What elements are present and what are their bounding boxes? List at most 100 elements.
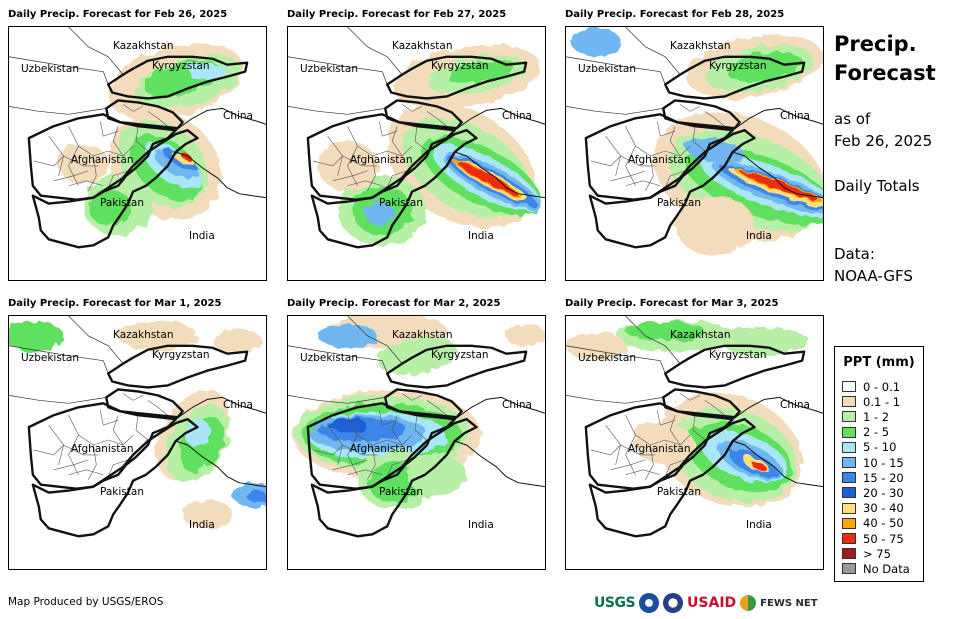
as-of-date: as of Feb 26, 2025 [834, 110, 933, 150]
precip-field [570, 27, 823, 256]
precip-cell [247, 490, 266, 503]
province-boundary [33, 155, 64, 167]
province-boundary [347, 126, 388, 157]
province-boundary [68, 180, 104, 187]
country-label-kyrgyzstan: Kyrgyzstan [152, 349, 210, 361]
country-label-kazakhstan: Kazakhstan [670, 329, 731, 341]
country-label-india: India [746, 230, 772, 242]
precip-cell [185, 419, 210, 447]
country-label-uzbekistan: Uzbekistan [300, 352, 358, 364]
province-boundary [367, 444, 376, 480]
legend-swatch [842, 441, 856, 453]
precip-cell [719, 326, 810, 355]
province-boundary [112, 415, 124, 446]
legend-item: 2 - 5 [842, 425, 889, 440]
legend-swatch [842, 517, 856, 529]
country-label-afghanistan: Afghanistan [350, 443, 413, 455]
country-label-kazakhstan: Kazakhstan [113, 329, 174, 341]
precip-map-panel: Kazakhstan Uzbekistan Kyrgyzstan China Afgha… [287, 26, 546, 281]
province-boundary [664, 459, 686, 477]
country-label-pakistan: Pakistan [379, 486, 423, 498]
country-boundary [347, 316, 403, 364]
country-label-kyrgyzstan: Kyrgyzstan [431, 349, 489, 361]
province-boundary [122, 104, 144, 112]
legend-item: 0.1 - 1 [842, 394, 900, 409]
legend-swatch [842, 502, 856, 514]
province-boundary [679, 393, 701, 401]
country-boundary [288, 106, 386, 115]
country-outline-indN [732, 440, 823, 488]
legend-swatch [842, 457, 856, 468]
province-boundary [414, 415, 428, 441]
province-boundary [33, 444, 64, 456]
country-boundary [566, 106, 664, 115]
province-boundary [386, 170, 408, 188]
province-boundary [391, 126, 403, 157]
legend-label: 10 - 15 [863, 455, 904, 470]
country-outline-pak [588, 417, 756, 538]
country-outline-chinaW [175, 107, 266, 131]
country-boundary [9, 345, 109, 374]
legend-item: 1 - 2 [842, 409, 889, 424]
legend-label: 0.1 - 1 [863, 394, 901, 409]
province-boundary [332, 459, 368, 471]
country-outline-indN [175, 440, 266, 488]
precip-map-panel: Kazakhstan Uzbekistan Kyrgyzstan China Afgha… [565, 26, 824, 281]
province-boundary [657, 121, 676, 137]
province-boundary [88, 155, 97, 191]
province-boundary [625, 469, 661, 476]
province-boundary [669, 126, 681, 157]
legend-label: 30 - 40 [863, 501, 904, 516]
province-boundary [135, 126, 149, 152]
province-boundary [367, 155, 376, 191]
province-boundary [387, 145, 413, 157]
country-outline-indN [454, 151, 545, 199]
province-boundary [645, 155, 654, 191]
province-boundary [401, 104, 423, 112]
province-boundary [704, 111, 725, 127]
country-label-kazakhstan: Kazakhstan [392, 329, 453, 341]
country-outline-afg [27, 402, 177, 490]
province-boundary [391, 415, 403, 446]
map-canvas [9, 27, 266, 249]
province-boundary [107, 459, 129, 477]
province-boundary [414, 126, 428, 152]
country-outline-kyr [664, 344, 806, 389]
country-label-china: China [780, 399, 810, 411]
legend-swatch [842, 548, 856, 560]
country-boundary [9, 395, 107, 404]
panel-title: Daily Precip. Forecast for Feb 27, 2025 [287, 9, 507, 20]
country-label-kyrgyzstan: Kyrgyzstan [152, 60, 210, 72]
noaa-logo-icon [639, 593, 660, 613]
province-boundary [147, 111, 168, 127]
country-outline-kyr [664, 55, 806, 100]
province-boundary [625, 145, 636, 186]
province-boundary [347, 145, 358, 186]
legend-item: 5 - 10 [842, 440, 896, 455]
province-boundary [590, 444, 621, 456]
country-label-pakistan: Pakistan [100, 197, 144, 209]
province-boundary [620, 155, 656, 167]
precip-map-panel: Kazakhstan Uzbekistan Kyrgyzstan China Afgha… [8, 315, 267, 570]
panel-title: Daily Precip. Forecast for Mar 3, 2025 [565, 298, 779, 309]
country-boundary [288, 56, 388, 85]
precip-map-panel: Kazakhstan Uzbekistan Kyrgyzstan China Afgha… [287, 315, 546, 570]
country-label-uzbekistan: Uzbekistan [578, 63, 636, 75]
precip-cell [182, 499, 233, 530]
country-boundary [566, 395, 664, 404]
province-boundary [657, 410, 676, 426]
legend-swatch [842, 426, 856, 438]
map-canvas [288, 316, 545, 538]
country-label-pakistan: Pakistan [379, 197, 423, 209]
precip-cell [327, 419, 368, 432]
province-boundary [147, 400, 168, 416]
country-boundary [566, 345, 666, 374]
country-outline-chinaW [732, 107, 823, 131]
legend-label: 40 - 50 [863, 516, 904, 531]
province-boundary [100, 410, 119, 426]
panel-title: Daily Precip. Forecast for Feb 26, 2025 [8, 9, 228, 20]
precip-cell [407, 454, 467, 495]
legend-swatch [842, 396, 856, 408]
country-label-pakistan: Pakistan [100, 486, 144, 498]
